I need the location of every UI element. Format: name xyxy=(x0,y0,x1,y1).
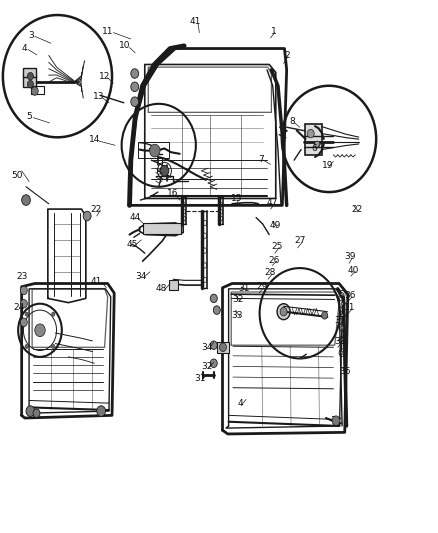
Text: 32: 32 xyxy=(201,362,212,371)
Circle shape xyxy=(131,69,139,78)
Text: 7: 7 xyxy=(258,155,264,164)
Circle shape xyxy=(20,286,27,295)
Circle shape xyxy=(97,406,106,416)
Text: 10: 10 xyxy=(120,42,131,51)
Text: 41: 41 xyxy=(90,277,102,286)
Bar xyxy=(138,142,169,158)
Text: 3: 3 xyxy=(28,31,34,40)
Circle shape xyxy=(210,359,217,368)
Text: 32: 32 xyxy=(232,295,244,304)
Text: 24: 24 xyxy=(14,303,25,312)
Text: 11: 11 xyxy=(344,303,356,312)
Circle shape xyxy=(31,87,38,95)
Text: 28: 28 xyxy=(265,269,276,277)
Circle shape xyxy=(25,344,28,349)
Circle shape xyxy=(26,406,35,416)
Circle shape xyxy=(131,97,139,107)
Text: 47: 47 xyxy=(267,198,279,207)
Text: 4: 4 xyxy=(22,44,28,53)
Text: 13: 13 xyxy=(93,92,105,101)
Circle shape xyxy=(27,72,33,80)
Text: 11: 11 xyxy=(102,27,113,36)
Text: 44: 44 xyxy=(130,213,141,222)
Circle shape xyxy=(210,341,217,350)
Circle shape xyxy=(341,326,343,329)
Circle shape xyxy=(131,82,139,92)
Text: 22: 22 xyxy=(351,205,362,214)
Circle shape xyxy=(52,312,55,316)
Circle shape xyxy=(341,338,343,342)
Circle shape xyxy=(307,130,314,138)
Text: 49: 49 xyxy=(269,221,281,230)
Text: 45: 45 xyxy=(127,240,138,249)
Text: 48: 48 xyxy=(155,284,167,293)
Circle shape xyxy=(277,304,290,320)
Text: 1: 1 xyxy=(271,27,276,36)
Circle shape xyxy=(280,308,287,316)
Text: 23: 23 xyxy=(16,272,27,280)
Bar xyxy=(217,342,229,353)
Text: 12: 12 xyxy=(99,72,110,81)
Text: 34: 34 xyxy=(136,272,147,280)
Bar xyxy=(143,223,180,233)
Text: 22: 22 xyxy=(90,205,102,214)
Text: 27: 27 xyxy=(294,237,305,246)
Circle shape xyxy=(25,312,28,316)
Text: 15: 15 xyxy=(231,195,242,204)
Text: 31: 31 xyxy=(194,374,206,383)
Bar xyxy=(169,280,178,290)
Bar xyxy=(305,124,322,155)
Circle shape xyxy=(341,293,343,296)
Text: 34: 34 xyxy=(201,343,212,352)
Circle shape xyxy=(210,294,217,303)
Text: 36: 36 xyxy=(344,291,356,300)
Circle shape xyxy=(150,144,160,157)
Circle shape xyxy=(52,344,55,349)
Circle shape xyxy=(27,80,33,88)
Text: 8: 8 xyxy=(290,117,295,126)
Circle shape xyxy=(213,306,220,314)
Text: 37: 37 xyxy=(335,316,346,325)
Text: 40: 40 xyxy=(348,266,359,274)
Circle shape xyxy=(83,211,91,221)
Circle shape xyxy=(341,314,343,317)
Circle shape xyxy=(321,312,328,319)
Text: 14: 14 xyxy=(89,135,100,144)
Circle shape xyxy=(20,318,27,327)
Circle shape xyxy=(33,409,40,417)
Text: 29: 29 xyxy=(256,282,268,291)
Text: 39: 39 xyxy=(344,253,356,261)
Text: 36: 36 xyxy=(339,367,350,376)
Circle shape xyxy=(35,324,45,337)
Bar xyxy=(23,75,35,87)
Text: 50: 50 xyxy=(11,171,23,180)
Text: 33: 33 xyxy=(232,311,243,320)
Circle shape xyxy=(21,195,30,205)
Text: 4: 4 xyxy=(237,399,243,408)
Text: 41: 41 xyxy=(189,18,201,27)
Circle shape xyxy=(219,343,226,352)
Circle shape xyxy=(314,141,320,148)
Circle shape xyxy=(341,351,343,354)
Bar xyxy=(23,68,35,77)
Text: 19: 19 xyxy=(321,161,333,170)
Text: 31: 31 xyxy=(239,284,250,293)
Text: 26: 26 xyxy=(269,256,280,264)
Circle shape xyxy=(160,165,169,176)
Text: 6: 6 xyxy=(311,144,317,153)
Text: 25: 25 xyxy=(271,242,283,251)
Text: 2: 2 xyxy=(284,51,290,60)
Circle shape xyxy=(332,416,340,425)
Text: 16: 16 xyxy=(167,189,179,198)
Text: 5: 5 xyxy=(26,112,32,121)
Text: 38: 38 xyxy=(335,337,346,346)
Circle shape xyxy=(341,302,343,305)
Circle shape xyxy=(20,300,27,308)
